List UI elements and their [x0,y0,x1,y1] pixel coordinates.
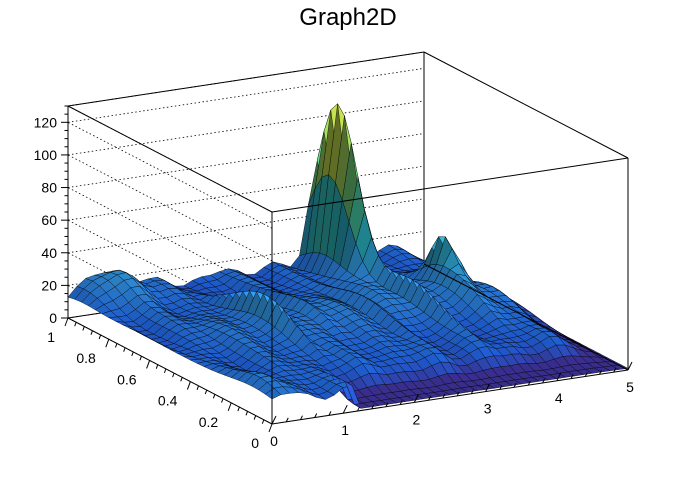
x-minor-tick [513,383,517,388]
x-tick-label: 1 [341,422,349,438]
floor-edge-left [67,317,273,425]
y-minor-tick [204,389,208,395]
y-tick [186,381,191,390]
y-minor-tick [74,322,77,327]
z-tick-label: 100 [34,147,58,163]
y-tick-label: 0.8 [76,350,96,366]
y-minor-tick [163,368,167,374]
x-minor-tick [599,370,602,375]
top-edge-right [423,51,629,159]
z-tick-label: 20 [41,277,57,293]
x-tick-label: 2 [413,411,421,427]
y-minor-tick [139,355,142,361]
grid-line-z [67,67,425,123]
y-tick-label: 0.2 [199,414,219,430]
x-tick [485,383,491,392]
y-minor-tick [180,377,183,382]
x-tick-label: 5 [626,379,634,395]
z-tick-label: 80 [41,180,57,196]
y-minor-tick [245,411,248,416]
x-minor-tick [584,372,588,377]
x-tick [342,404,348,414]
grid-line-z [67,133,425,188]
x-axis-line [271,369,629,425]
y-minor-tick [123,347,126,352]
x-tick [556,372,562,382]
y-minor-tick [90,330,93,335]
surface-mesh [67,103,629,409]
x-tick [627,361,633,371]
x-minor-tick [570,374,574,379]
y-tick-label: 0 [251,435,259,451]
z-tick-label: 60 [41,212,57,228]
x-minor-tick [285,417,289,423]
y-minor-tick [98,334,102,340]
y-tick [268,423,273,433]
x-minor-tick [399,400,403,405]
z-tick-label: 40 [41,245,57,261]
z-tick-label: 120 [34,114,58,130]
x-minor-tick [371,404,375,410]
x-minor-tick [470,389,474,394]
grid-line-z [67,154,273,262]
grid-line-z [67,165,425,221]
x-minor-tick [356,406,360,412]
y-minor-tick [82,326,85,331]
y-minor-tick [212,394,216,399]
y-minor-tick [131,351,134,357]
x-minor-tick [542,378,546,384]
x-minor-tick [456,391,460,397]
x-tick-label: 0 [270,433,278,449]
y-minor-tick [237,406,240,412]
z-tick-label: 0 [49,310,57,326]
y-minor-tick [261,419,265,424]
y-tick [64,317,69,327]
grid-lines [67,51,425,425]
y-tick-label: 0.4 [158,393,178,409]
y-tick [227,402,232,411]
top-edge-front [271,157,629,213]
y-tick [146,360,151,369]
x-minor-tick [428,396,432,401]
y-minor-tick [253,415,257,420]
x-minor-tick [314,413,318,418]
grid-line-z [67,198,425,254]
y-minor-tick [155,364,159,369]
x-minor-tick [527,380,531,386]
y-minor-tick [172,372,175,378]
x-minor-tick [499,385,503,390]
x-tick [271,415,277,425]
x-minor-tick [442,393,446,399]
top-edge-left [67,105,273,213]
y-minor-tick [196,385,200,391]
grid-line-z [67,100,425,156]
x-minor-tick [300,415,303,420]
grid-line-z [67,51,425,107]
y-tick-label: 1 [47,329,55,345]
chart-title: Graph2D [299,4,397,31]
y-tick [105,339,110,348]
x-minor-tick [385,402,389,407]
x-tick-label: 4 [555,390,563,406]
y-minor-tick [221,398,224,403]
x-minor-tick [328,411,332,416]
x-tick-label: 3 [484,401,492,417]
y-minor-tick [114,343,118,348]
axis-ticks: 0 20 40 60 80 100 120 0 1 2 3 4 5 0 0.2 0.4 0.6 0.8 1 [34,105,634,451]
y-tick-label: 0.6 [117,371,137,387]
floor-edge-right [423,263,629,371]
x-minor-tick [613,367,617,373]
frame-front [271,51,629,425]
grid-line-z [67,121,273,229]
x-tick [413,394,419,403]
